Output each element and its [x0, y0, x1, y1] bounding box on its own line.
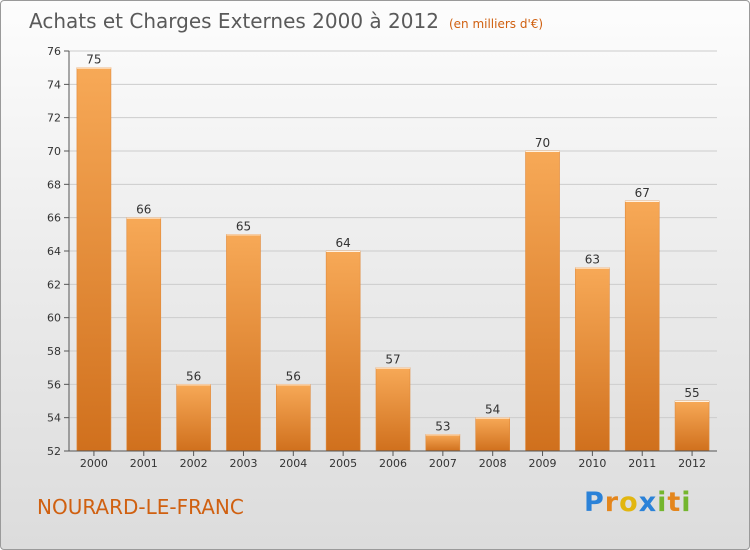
- y-tick-label: 72: [47, 112, 61, 125]
- chart-unit: (en milliers d'€): [448, 17, 544, 31]
- data-label: 75: [86, 53, 101, 67]
- logo-letter: i: [657, 487, 668, 518]
- x-tick-label: 2000: [80, 457, 108, 470]
- data-label: 63: [585, 253, 600, 267]
- y-tick-label: 54: [47, 412, 61, 425]
- logo-letter: x: [638, 487, 658, 518]
- bar: [525, 150, 560, 452]
- data-label: 66: [136, 203, 151, 217]
- logo-letter: o: [619, 487, 639, 518]
- logo-letter: i: [681, 487, 692, 518]
- logo-letter: t: [667, 487, 682, 518]
- bar: [624, 200, 660, 452]
- bar: [575, 267, 610, 452]
- x-tick-label: 2011: [628, 457, 656, 470]
- x-tick-label: 2007: [429, 457, 457, 470]
- x-tick-label: 2002: [180, 457, 208, 470]
- bar: [325, 250, 361, 452]
- bar: [176, 384, 211, 452]
- y-tick-labels: 52 54 56 58 60 62 64 66 68 70 72 74 76: [47, 45, 61, 458]
- bar: [226, 234, 261, 452]
- x-tick-label: 2010: [578, 457, 606, 470]
- data-label: 65: [236, 219, 251, 233]
- y-tick-label: 58: [47, 345, 61, 358]
- logo-letter: r: [604, 487, 620, 518]
- y-tick-label: 76: [47, 45, 61, 58]
- bar: [276, 384, 311, 452]
- data-label: 53: [435, 419, 450, 433]
- y-tick-label: 56: [47, 378, 61, 391]
- y-tick-label: 68: [47, 178, 61, 191]
- data-label: 55: [684, 386, 699, 400]
- bars: [76, 67, 710, 452]
- proxiti-logo[interactable]: Proxiti: [584, 487, 692, 518]
- x-tick-label: 2004: [279, 457, 307, 470]
- data-label: 67: [635, 186, 650, 200]
- y-tick-label: 66: [47, 212, 61, 225]
- data-label: 54: [485, 403, 500, 417]
- x-tick-labels: 2000 2001 2002 2003 2004 2005 2006 2007 2008 2009…: [80, 457, 706, 470]
- x-tick-label: 2001: [130, 457, 158, 470]
- bar: [126, 217, 162, 452]
- data-label: 57: [385, 353, 400, 367]
- chart-title: Achats et Charges Externes 2000 à 2012 (e…: [29, 9, 543, 33]
- bar: [375, 367, 411, 452]
- y-tick-label: 70: [47, 145, 61, 158]
- x-tick-label: 2008: [479, 457, 507, 470]
- y-tick-label: 62: [47, 278, 61, 291]
- x-tick-label: 2005: [329, 457, 357, 470]
- x-tick-label: 2006: [379, 457, 407, 470]
- y-tick-label: 64: [47, 245, 61, 258]
- data-label: 64: [336, 236, 351, 250]
- bar: [425, 434, 461, 452]
- logo-letter: P: [584, 487, 605, 518]
- bar: [475, 417, 510, 452]
- y-tick-label: 74: [47, 78, 61, 91]
- commune-name: NOURARD-LE-FRANC: [37, 495, 244, 519]
- axes: [64, 50, 717, 456]
- y-tick-label: 52: [47, 445, 61, 458]
- data-labels: 75 66 56 65 56 64 57 53 54 70 63 67 55: [86, 53, 699, 434]
- chart-title-text: Achats et Charges Externes 2000 à 2012: [29, 9, 439, 33]
- data-label: 56: [286, 369, 301, 383]
- data-label: 70: [535, 136, 550, 150]
- y-tick-label: 60: [47, 312, 61, 325]
- x-tick-label: 2003: [229, 457, 257, 470]
- x-tick-label: 2009: [529, 457, 557, 470]
- bar: [76, 67, 112, 452]
- x-tick-label: 2012: [678, 457, 706, 470]
- bar: [674, 400, 710, 452]
- data-label: 56: [186, 369, 201, 383]
